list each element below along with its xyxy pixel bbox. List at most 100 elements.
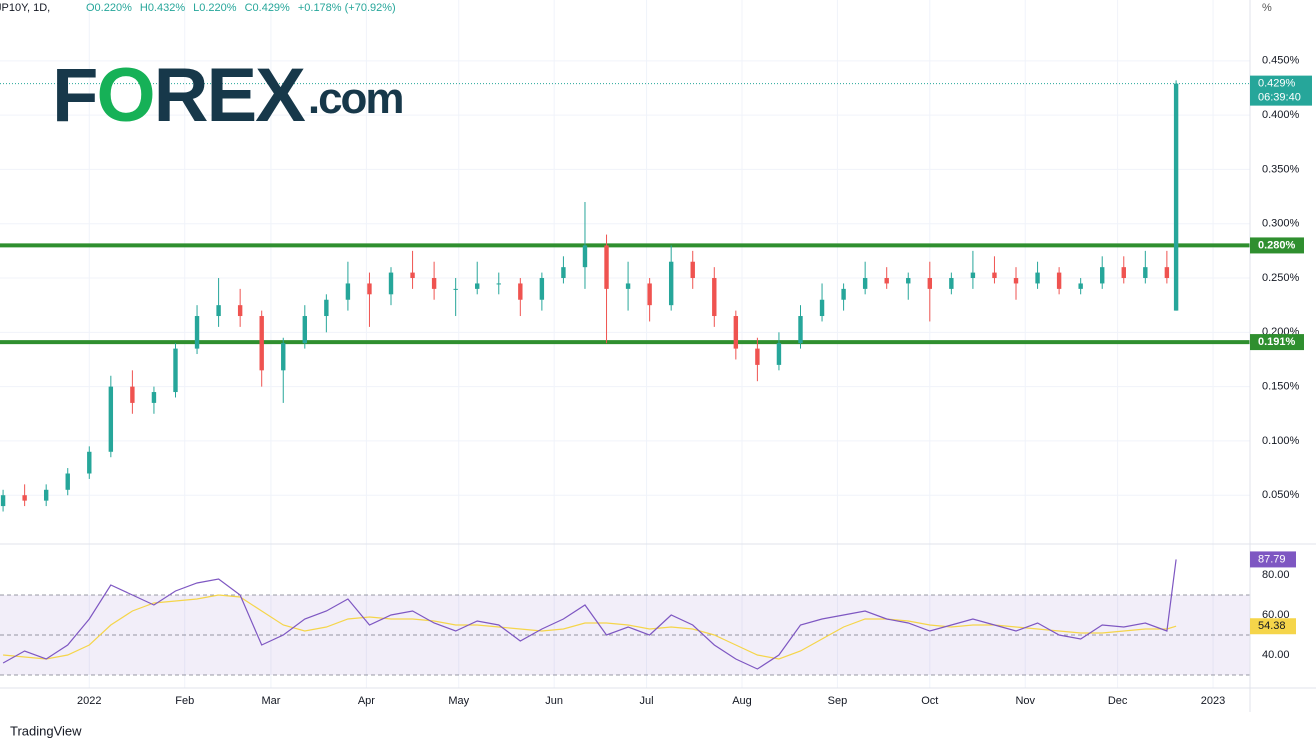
candle-body [1121, 267, 1126, 279]
y-tick-label: 0.350% [1262, 163, 1300, 175]
candle-body [862, 278, 868, 289]
candle-body [431, 278, 437, 289]
ohlc-value: C0.429% [245, 2, 290, 14]
candle-body [345, 283, 351, 300]
y-tick-label: 0.150% [1262, 381, 1300, 393]
x-tick-label: Jul [640, 695, 654, 707]
logo-part: .com [308, 74, 403, 123]
y-tick-label: 0.050% [1262, 489, 1300, 501]
candle-body [949, 278, 954, 289]
candle-body [841, 288, 846, 300]
candle-body [712, 278, 717, 317]
candle-body [992, 272, 997, 279]
x-tick-label: Oct [921, 695, 938, 707]
unit-label: % [1262, 2, 1272, 14]
x-tick-label: 2022 [77, 695, 101, 707]
ohlc-value: O0.220% [86, 2, 132, 14]
rsi-ma [3, 594, 1177, 660]
rsi-line-box [1250, 551, 1296, 568]
candle-body [259, 316, 264, 371]
candle-body [0, 495, 6, 507]
price-label: 0.280% [1258, 239, 1296, 251]
candle-body [604, 245, 609, 289]
ohlc-value: +0.178% (+70.92%) [298, 2, 396, 14]
candle-body [927, 278, 933, 289]
candle-body [561, 267, 566, 279]
x-tick-label: 2023 [1201, 695, 1225, 707]
candle-body [130, 386, 135, 403]
candle-body [625, 283, 631, 289]
rsi-line-label: 87.79 [1258, 553, 1286, 565]
rsi-ma-box [1250, 618, 1296, 635]
x-tick-label: Nov [1015, 695, 1035, 707]
candle-body [302, 316, 308, 344]
x-tick-label: Apr [358, 695, 375, 707]
candle-body [906, 278, 911, 284]
x-tick-label: Dec [1108, 695, 1128, 707]
last-price-box [1250, 75, 1312, 106]
candle-body [108, 386, 114, 452]
rsi-tick-label: 40.00 [1262, 649, 1290, 661]
candle-body [1013, 278, 1019, 284]
logo-part: O [96, 53, 153, 138]
candle-body [194, 316, 200, 349]
candle-body [1164, 267, 1170, 279]
x-tick-label: Aug [732, 695, 752, 707]
candle-body [776, 343, 782, 365]
candle-body [582, 245, 588, 268]
candle-body [798, 316, 803, 344]
candle-body [65, 473, 70, 490]
y-tick-label: 0.400% [1262, 109, 1300, 121]
candle-body [281, 343, 286, 371]
candle-body [496, 283, 501, 285]
logo-part: F [52, 53, 96, 138]
logo-part: REX [154, 53, 307, 138]
x-tick-label: Mar [261, 695, 280, 707]
symbol: JP10Y, 1D, [0, 2, 50, 14]
footer: TradingView [10, 723, 82, 738]
rsi-tick-label: 60.00 [1262, 609, 1290, 621]
candle-body [367, 283, 372, 295]
y-tick-label: 0.450% [1262, 55, 1300, 67]
candle-body [970, 272, 976, 279]
x-tick-label: Sep [828, 695, 848, 707]
rsi-ma-label: 54.38 [1258, 620, 1286, 632]
price-label-box [1250, 237, 1304, 254]
candle-body [22, 495, 27, 501]
candle-body [1035, 272, 1040, 284]
x-tick-label: Feb [175, 695, 194, 707]
rsi-tick-label: 80.00 [1262, 569, 1290, 581]
candle-body [1173, 83, 1179, 311]
x-tick-label: Jun [545, 695, 563, 707]
candle-body [733, 316, 739, 349]
candle-body [690, 261, 695, 279]
candle-body [216, 305, 221, 317]
price-label: 0.191% [1258, 336, 1296, 348]
candle-body [518, 283, 523, 300]
candle-body [1056, 272, 1062, 289]
rsi-line [2, 559, 1177, 670]
candle-body [1100, 267, 1105, 284]
candle-body [539, 278, 545, 300]
candle-body [151, 392, 157, 403]
y-tick-label: 0.300% [1262, 218, 1300, 230]
x-tick-label: May [448, 695, 469, 707]
candle-body [1078, 283, 1083, 289]
y-tick-label: 0.100% [1262, 435, 1300, 447]
candle-body [453, 288, 458, 290]
candle-body [173, 348, 178, 393]
y-tick-label: 0.250% [1262, 272, 1300, 284]
countdown: 06:39:40 [1258, 92, 1301, 104]
last-price-label: 0.429% [1258, 78, 1296, 90]
ohlc-value: H0.432% [140, 2, 185, 14]
marks [0, 80, 1250, 670]
logo: FOREX.com [52, 53, 403, 138]
candle-body [647, 283, 652, 306]
candle-body [1143, 267, 1148, 279]
candle-body [410, 272, 415, 279]
candle-body [388, 272, 394, 295]
price-label-box [1250, 334, 1304, 351]
candle-body [324, 299, 329, 317]
candle-body [475, 283, 480, 289]
